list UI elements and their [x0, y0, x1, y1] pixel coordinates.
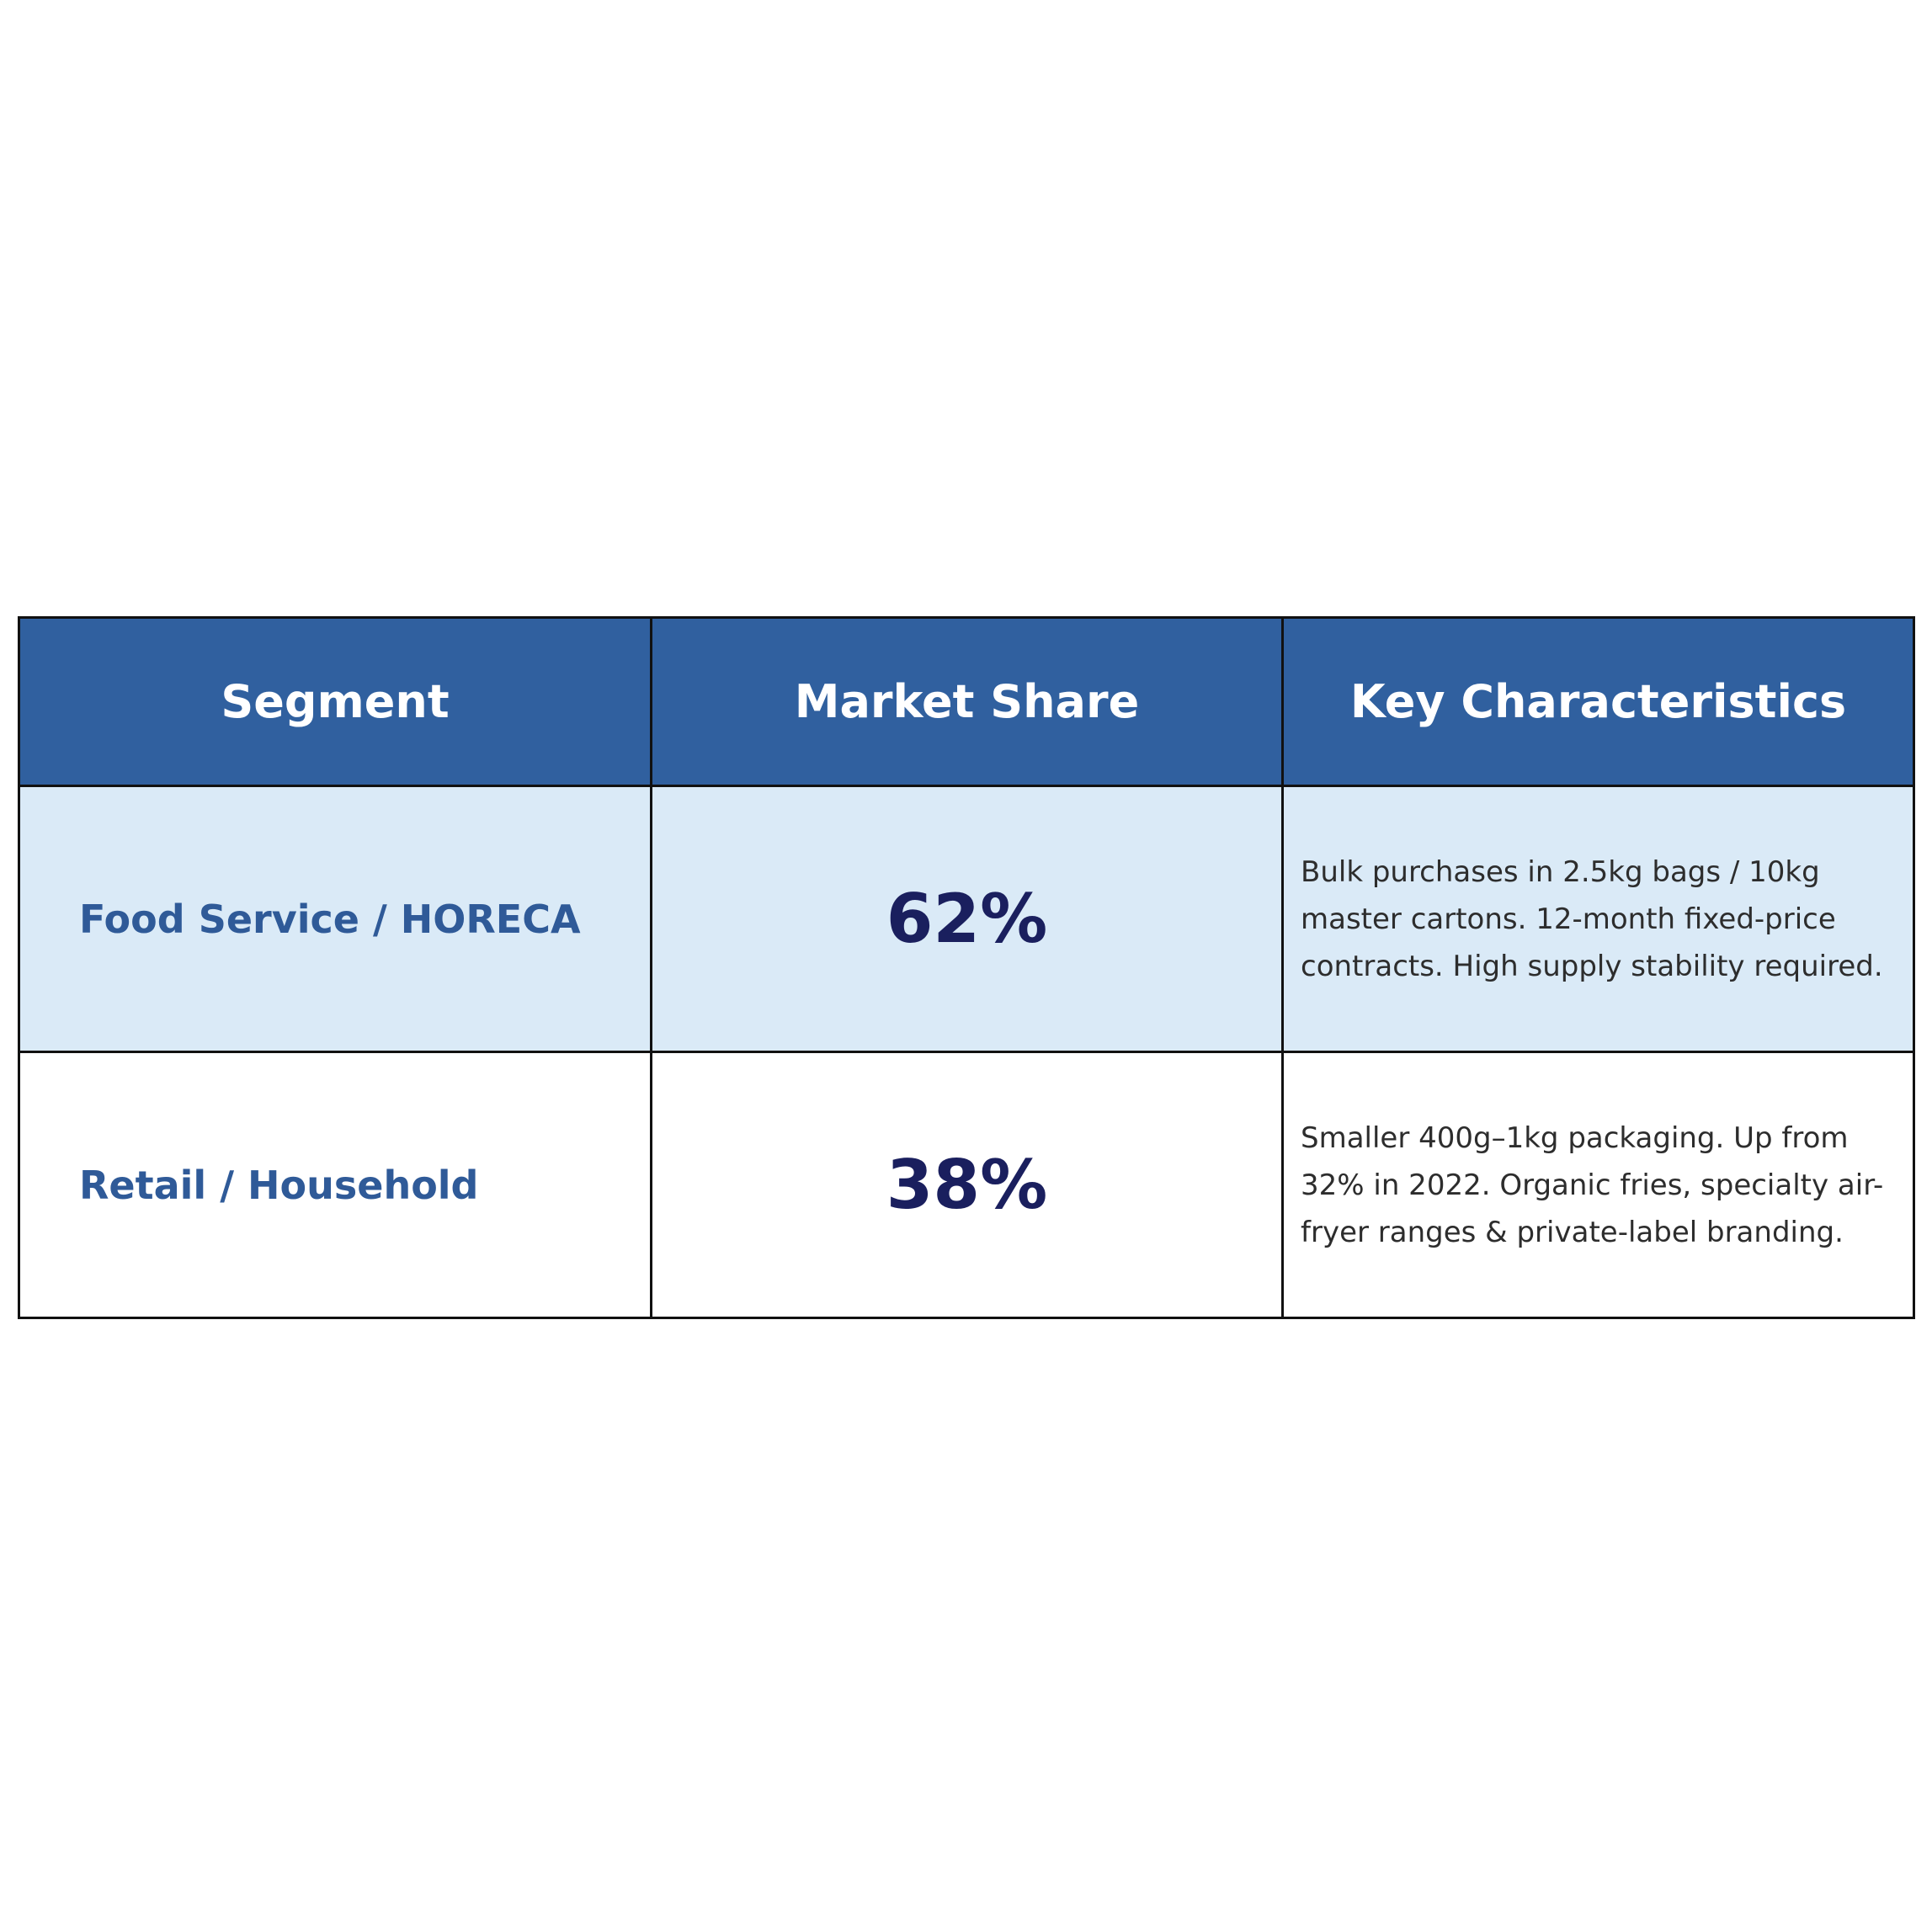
characteristics-text: Smaller 400g–1kg packaging. Up from 32% … — [1301, 1120, 1884, 1249]
characteristics-text: Bulk purchases in 2.5kg bags / 10kg mast… — [1301, 854, 1883, 983]
characteristics-cell: Smaller 400g–1kg packaging. Up from 32% … — [1281, 1051, 1915, 1319]
header-key-characteristics: Key Characteristics — [1281, 616, 1915, 787]
market-segment-table: Segment Market Share Key Characteristics… — [18, 616, 1915, 1319]
table-row: Retail / Household 38% Smaller 400g–1kg … — [18, 1051, 1915, 1319]
header-segment: Segment — [18, 616, 652, 787]
characteristics-cell: Bulk purchases in 2.5kg bags / 10kg mast… — [1281, 785, 1915, 1053]
table-row: Food Service / HORECA 62% Bulk purchases… — [18, 785, 1915, 1053]
segment-name-cell: Food Service / HORECA — [18, 785, 652, 1053]
segment-name-cell: Retail / Household — [18, 1051, 652, 1319]
header-market-share: Market Share — [650, 616, 1284, 787]
market-share-cell: 62% — [650, 785, 1284, 1053]
table-header-row: Segment Market Share Key Characteristics — [18, 616, 1915, 787]
market-share-cell: 38% — [650, 1051, 1284, 1319]
